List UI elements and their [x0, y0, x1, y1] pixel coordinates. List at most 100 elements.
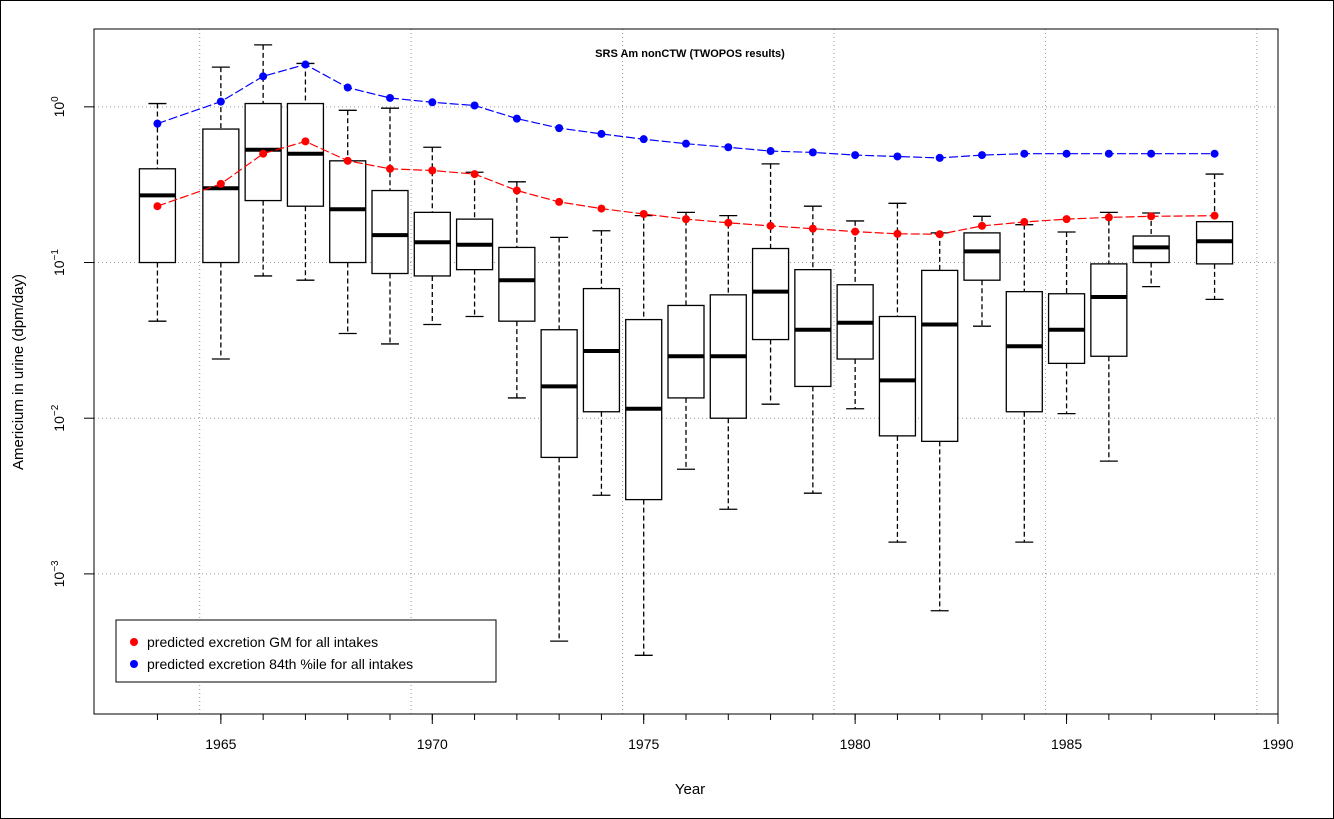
y-tick-label: 100	[50, 96, 67, 118]
box-iqr	[1090, 263, 1128, 357]
boxplot	[878, 202, 917, 543]
x-tick-label: 1985	[1051, 736, 1082, 752]
boxplot	[1005, 224, 1043, 543]
series-point-gm	[555, 197, 564, 206]
boxplot	[498, 181, 536, 399]
boxplot	[329, 109, 367, 335]
series-point-gm	[1104, 213, 1113, 222]
box-iqr	[371, 189, 409, 275]
series-point-84th	[682, 139, 690, 148]
series-point-84th	[1104, 149, 1113, 158]
series-point-84th	[639, 135, 648, 144]
series-point-84th	[512, 114, 521, 123]
boxplot	[202, 66, 240, 360]
series-point-gm	[935, 230, 944, 239]
box-iqr	[329, 160, 367, 264]
series-point-84th	[1210, 149, 1219, 158]
x-tick-label: 1970	[417, 736, 448, 752]
series-point-gm	[639, 209, 648, 218]
x-axis: 1965 1970 1975 1980 1985 1990	[156, 714, 1294, 752]
boxplot	[625, 215, 663, 656]
boxplot	[244, 44, 282, 277]
series-point-gm	[343, 156, 352, 165]
series-point-gm	[216, 179, 225, 188]
series-point-gm	[1147, 212, 1156, 221]
series-point-gm	[1020, 218, 1029, 227]
box-iqr	[498, 246, 536, 322]
boxplot	[1132, 212, 1170, 288]
boxplot	[286, 62, 325, 281]
series-point-gm	[428, 166, 437, 175]
boxplot	[413, 146, 451, 326]
box-iqr	[244, 102, 282, 202]
x-tick-label: 1990	[1262, 736, 1293, 752]
box-iqr	[667, 304, 705, 399]
series-point-gm	[851, 227, 860, 236]
series-lines	[153, 60, 1219, 239]
series-point-gm	[724, 218, 733, 227]
box-iqr	[878, 315, 917, 437]
box-iqr	[963, 232, 1001, 281]
series-point-gm	[259, 149, 268, 158]
box-iqr	[202, 128, 240, 264]
boxplot	[582, 230, 621, 496]
legend-marker-gm	[130, 638, 138, 646]
box-iqr	[921, 269, 959, 443]
y-axis: 100 10−1 10−2 10−3	[50, 96, 94, 587]
legend-marker-84th	[130, 660, 138, 668]
series-point-gm	[153, 202, 162, 211]
y-axis-label: Americium in urine (dpm/day)	[10, 274, 27, 470]
series-point-gm	[766, 221, 775, 230]
box-iqr	[1005, 290, 1043, 413]
series-point-84th	[301, 60, 310, 69]
legend-label-gm: predicted excretion GM for all intakes	[147, 634, 378, 650]
series-point-84th	[1062, 149, 1071, 158]
series-point-84th	[893, 152, 902, 161]
series-point-84th	[724, 143, 733, 152]
series-point-84th	[1020, 149, 1029, 158]
series-point-84th	[555, 124, 564, 133]
series-point-84th	[216, 97, 225, 106]
chart-title: SRS Am nonCTW (TWOPOS results)	[595, 48, 785, 60]
y-tick-label: 10−2	[50, 404, 67, 431]
legend: predicted excretion GM for all intakes p…	[115, 619, 497, 683]
series-point-84th	[851, 151, 860, 160]
series-point-gm	[808, 224, 817, 233]
series-point-gm	[470, 170, 479, 179]
boxplot	[1195, 173, 1234, 301]
legend-label-84th: predicted excretion 84th %ile for all in…	[147, 656, 413, 672]
series-point-84th	[386, 93, 394, 102]
series-point-gm	[1062, 215, 1071, 224]
series-point-84th	[935, 153, 944, 162]
y-tick-label: 10−3	[50, 560, 67, 587]
boxplot	[963, 215, 1001, 327]
series-point-gm	[978, 221, 986, 230]
boxplot-group	[138, 44, 1234, 656]
series-point-84th	[470, 101, 479, 110]
boxplot	[371, 107, 409, 345]
series-point-gm	[386, 164, 394, 173]
series-point-gm	[682, 215, 690, 224]
boxplot	[1047, 231, 1086, 415]
boxplot	[1090, 211, 1128, 462]
series-point-84th	[259, 72, 268, 81]
x-tick-label: 1975	[628, 736, 659, 752]
y-tick-label: 10−1	[50, 249, 67, 276]
series-point-84th	[766, 147, 775, 156]
series-point-gm	[1210, 211, 1219, 220]
series-point-gm	[893, 229, 902, 238]
boxplot	[751, 163, 790, 405]
series-point-84th	[978, 151, 986, 160]
boxplot	[667, 211, 705, 470]
series-point-gm	[512, 186, 521, 195]
series-point-84th	[1147, 149, 1156, 158]
series-point-gm	[301, 137, 310, 146]
x-tick-label: 1965	[205, 736, 236, 752]
box-iqr	[751, 247, 790, 341]
x-axis-label: Year	[675, 781, 705, 798]
boxplot	[836, 220, 874, 410]
series-point-84th	[808, 148, 817, 157]
x-tick-label: 1980	[840, 736, 871, 752]
boxplot	[794, 205, 832, 494]
